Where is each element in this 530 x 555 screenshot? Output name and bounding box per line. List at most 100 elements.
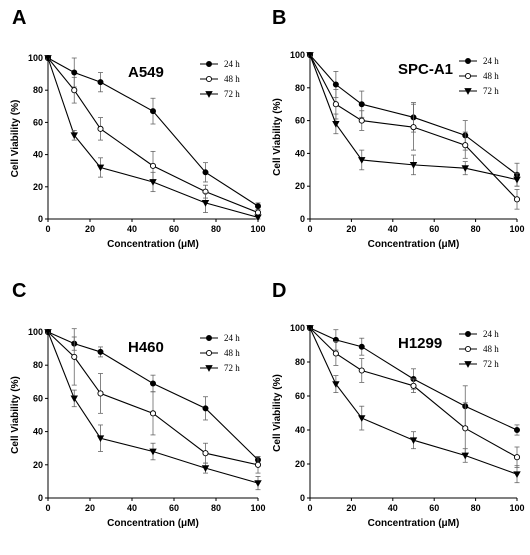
data-point (71, 353, 78, 360)
legend: 24 h 48 h 72 h (200, 59, 240, 99)
data-point (149, 410, 157, 417)
y-tick-label: 40 (295, 148, 305, 158)
y-axis-label: Cell Viability (%) (10, 376, 21, 454)
data-point (201, 200, 210, 207)
y-tick-label: 80 (295, 357, 305, 367)
legend-marker (205, 75, 213, 83)
y-tick-label: 100 (290, 323, 305, 333)
data-point (358, 415, 366, 422)
x-tick-label: 60 (169, 503, 179, 513)
data-point (358, 157, 366, 164)
y-tick-label: 0 (300, 493, 305, 503)
data-point (332, 381, 340, 388)
x-tick-label: 40 (127, 503, 137, 513)
y-tick-label: 20 (33, 182, 43, 192)
data-point (254, 214, 262, 222)
data-point (254, 461, 262, 468)
series-72h (44, 55, 262, 222)
y-tick-label: 60 (33, 393, 43, 403)
y-tick-label: 0 (38, 493, 43, 503)
series-line (47, 331, 259, 466)
series-72h (306, 52, 521, 187)
series-48h (306, 324, 521, 468)
series-72h (44, 329, 262, 491)
panel-title: H460 (128, 339, 164, 356)
data-point (306, 325, 314, 332)
data-point (70, 395, 78, 403)
legend-label: 24 h (224, 333, 240, 343)
data-point (409, 437, 418, 445)
data-point (202, 169, 209, 176)
legend-marker (464, 88, 472, 95)
data-point (44, 329, 52, 336)
panel-title: H1299 (398, 335, 442, 352)
data-point (97, 348, 104, 355)
legend-marker (205, 365, 213, 372)
x-tick-label: 60 (169, 224, 179, 234)
data-point (513, 454, 521, 461)
legend-label: 24 h (224, 59, 240, 69)
x-tick-label: 80 (211, 224, 221, 234)
data-point (97, 390, 104, 397)
legend-label: 48 h (224, 74, 240, 84)
data-point (96, 164, 105, 172)
y-tick-label: 40 (295, 425, 305, 435)
legend-label: 48 h (483, 71, 499, 81)
x-tick-label: 100 (509, 224, 524, 234)
data-point (332, 350, 339, 357)
legend-marker (464, 361, 472, 368)
y-tick-label: 40 (33, 150, 43, 160)
data-point (97, 125, 104, 132)
data-point (358, 117, 365, 124)
x-tick-label: 20 (346, 503, 356, 513)
panel-b: B SPC-A1 0 20 40 60 80 100 0 20 40 60 80 100 Concentra… (272, 7, 525, 250)
data-point (202, 405, 209, 412)
legend-marker (464, 345, 472, 353)
data-point (201, 465, 210, 472)
data-point (44, 55, 52, 62)
data-point (358, 367, 365, 374)
series-line (47, 57, 259, 218)
data-point (514, 426, 521, 433)
legend-label: 72 h (483, 86, 499, 96)
x-axis-label: Concentration (μM) (368, 518, 460, 529)
series-line (47, 57, 259, 214)
data-point (332, 81, 339, 88)
series-line (309, 54, 518, 181)
x-tick-label: 40 (388, 503, 398, 513)
y-tick-label: 0 (300, 214, 305, 224)
data-point (461, 452, 469, 460)
data-point (149, 448, 157, 456)
x-tick-label: 0 (45, 224, 50, 234)
x-tick-label: 0 (45, 503, 50, 513)
legend-label: 48 h (224, 348, 240, 358)
y-tick-label: 20 (295, 181, 305, 191)
x-tick-label: 80 (471, 224, 481, 234)
y-axis-label: Cell Viability (%) (272, 374, 283, 452)
x-tick-label: 80 (211, 503, 221, 513)
legend-label: 72 h (224, 89, 240, 99)
panel-d: D H1299 0 20 40 60 80 100 0 20 40 60 80 100 Concentrat… (272, 280, 525, 529)
legend-marker (205, 91, 213, 98)
data-point (96, 435, 105, 443)
legend-marker (205, 349, 213, 357)
data-point (306, 52, 314, 59)
series-line (47, 57, 259, 207)
data-point (71, 87, 78, 94)
legend-label: 24 h (483, 56, 499, 66)
series-line (47, 331, 259, 461)
data-point (358, 101, 365, 108)
panel-letter: B (272, 7, 286, 29)
data-point (410, 382, 417, 389)
data-point (410, 124, 417, 131)
y-tick-label: 100 (28, 327, 43, 337)
data-point (70, 132, 78, 140)
y-tick-label: 20 (295, 459, 305, 469)
y-tick-label: 100 (290, 50, 305, 60)
data-point (462, 425, 469, 432)
x-tick-label: 40 (127, 224, 137, 234)
data-point (254, 203, 261, 210)
data-point (97, 79, 104, 86)
